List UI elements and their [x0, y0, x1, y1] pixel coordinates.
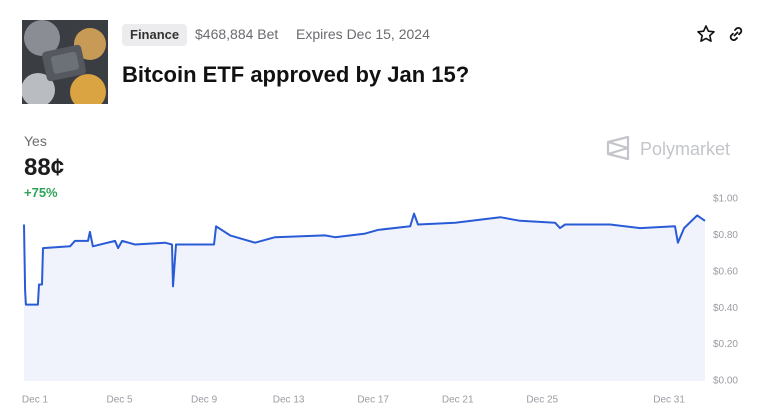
- brand-logo: [606, 135, 630, 161]
- volume: $468,884 Bet: [195, 26, 279, 42]
- x-tick-label: Dec 25: [526, 395, 558, 406]
- link-icon[interactable]: [726, 24, 746, 44]
- brand-name: Polymarket: [640, 139, 731, 159]
- y-tick-label: $0.40: [713, 303, 738, 314]
- x-tick-label: Dec 9: [191, 395, 218, 406]
- x-tick-label: Dec 5: [106, 395, 133, 406]
- price-change: +75%: [24, 185, 58, 200]
- x-tick-label: Dec 13: [273, 395, 305, 406]
- y-tick-label: $0.80: [713, 230, 738, 241]
- y-tick-label: $0.60: [713, 266, 738, 277]
- outcome-label: Yes: [24, 133, 47, 149]
- x-tick-label: Dec 31: [653, 395, 685, 406]
- y-tick-label: $0.00: [713, 376, 738, 387]
- expiry: Expires Dec 15, 2024: [296, 26, 430, 42]
- price-line: [23, 212, 706, 306]
- star-icon[interactable]: [696, 24, 716, 44]
- x-tick-label: Dec 21: [442, 395, 474, 406]
- y-tick-label: $0.20: [713, 339, 738, 350]
- area: [24, 213, 705, 381]
- thumbnail: [22, 20, 108, 104]
- x-tick-label: Dec 1: [22, 395, 49, 406]
- outcome-price: 88¢: [24, 154, 65, 181]
- market-title: Bitcoin ETF approved by Jan 15?: [122, 62, 470, 87]
- category-tag[interactable]: Finance: [122, 24, 188, 46]
- y-tick-label: $1.00: [713, 194, 738, 205]
- x-tick-label: Dec 17: [357, 395, 389, 406]
